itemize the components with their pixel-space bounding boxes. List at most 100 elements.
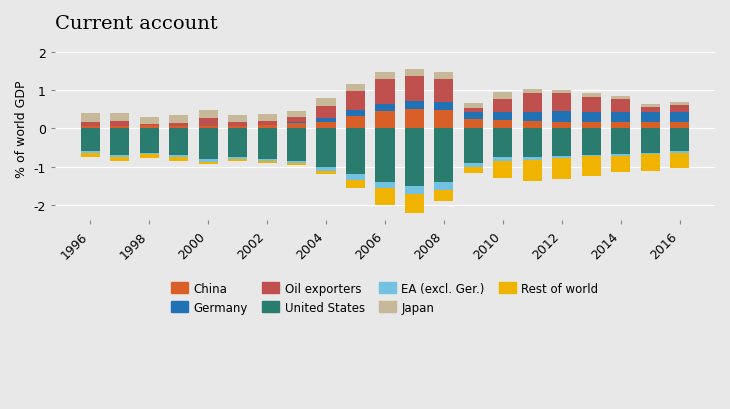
Bar — [287, 118, 306, 123]
Bar — [258, 162, 277, 164]
Bar — [434, 103, 453, 111]
Bar — [287, 123, 306, 124]
Bar — [523, 89, 542, 94]
Bar — [552, 91, 572, 94]
Bar — [110, 156, 129, 158]
Bar — [405, 70, 424, 76]
Bar — [670, 103, 689, 106]
Bar — [287, 162, 306, 164]
Bar — [405, 129, 424, 187]
Bar — [464, 119, 483, 129]
Bar — [405, 110, 424, 129]
Bar — [169, 124, 188, 127]
Bar — [375, 183, 394, 189]
Bar — [258, 160, 277, 162]
Bar — [199, 129, 218, 160]
Bar — [375, 189, 394, 206]
Bar — [582, 129, 601, 156]
Bar — [670, 153, 689, 169]
Bar — [434, 111, 453, 129]
Bar — [375, 105, 394, 112]
Bar — [552, 157, 572, 159]
Bar — [434, 183, 453, 190]
Bar — [110, 122, 129, 126]
Bar — [139, 126, 159, 129]
Bar — [641, 154, 660, 155]
Bar — [110, 126, 129, 129]
Bar — [110, 114, 129, 122]
Bar — [552, 112, 572, 122]
Bar — [611, 123, 630, 129]
Bar — [434, 129, 453, 183]
Bar — [81, 127, 100, 129]
Bar — [287, 129, 306, 162]
Bar — [139, 129, 159, 154]
Bar — [81, 152, 100, 154]
Text: Current account: Current account — [55, 15, 218, 33]
Bar — [464, 113, 483, 119]
Bar — [582, 112, 601, 122]
Bar — [199, 126, 218, 129]
Bar — [287, 112, 306, 118]
Bar — [493, 100, 512, 113]
Bar — [552, 122, 572, 129]
Bar — [641, 105, 660, 107]
Bar — [464, 164, 483, 167]
Bar — [317, 118, 336, 122]
Bar — [641, 107, 660, 113]
Bar — [670, 152, 689, 153]
Bar — [258, 129, 277, 160]
Bar — [169, 129, 188, 156]
Bar — [375, 129, 394, 183]
Bar — [582, 122, 601, 129]
Bar — [493, 129, 512, 158]
Bar — [346, 181, 365, 189]
Bar — [317, 99, 336, 107]
Bar — [228, 116, 247, 122]
Bar — [611, 113, 630, 123]
Bar — [375, 112, 394, 129]
Bar — [552, 129, 572, 157]
Bar — [582, 97, 601, 112]
Bar — [493, 121, 512, 129]
Bar — [169, 127, 188, 129]
Bar — [317, 107, 336, 118]
Bar — [139, 154, 159, 155]
Bar — [434, 79, 453, 103]
Bar — [287, 164, 306, 166]
Bar — [582, 94, 601, 97]
Bar — [139, 118, 159, 125]
Bar — [611, 129, 630, 155]
Bar — [228, 129, 247, 158]
Bar — [375, 72, 394, 80]
Bar — [258, 115, 277, 121]
Bar — [582, 157, 601, 176]
Bar — [493, 158, 512, 162]
Bar — [493, 162, 512, 179]
Bar — [523, 112, 542, 122]
Bar — [641, 155, 660, 171]
Bar — [139, 125, 159, 126]
Bar — [611, 100, 630, 113]
Bar — [405, 194, 424, 213]
Bar — [81, 114, 100, 123]
Bar — [434, 73, 453, 79]
Bar — [317, 129, 336, 167]
Bar — [258, 126, 277, 129]
Bar — [670, 112, 689, 123]
Bar — [405, 76, 424, 101]
Bar — [346, 129, 365, 175]
Bar — [523, 94, 542, 112]
Bar — [317, 122, 336, 129]
Bar — [346, 111, 365, 117]
Bar — [258, 121, 277, 126]
Bar — [670, 129, 689, 152]
Bar — [228, 127, 247, 129]
Bar — [346, 175, 365, 181]
Bar — [641, 123, 660, 129]
Bar — [169, 156, 188, 158]
Bar — [582, 156, 601, 157]
Bar — [611, 155, 630, 156]
Bar — [199, 110, 218, 119]
Bar — [523, 122, 542, 129]
